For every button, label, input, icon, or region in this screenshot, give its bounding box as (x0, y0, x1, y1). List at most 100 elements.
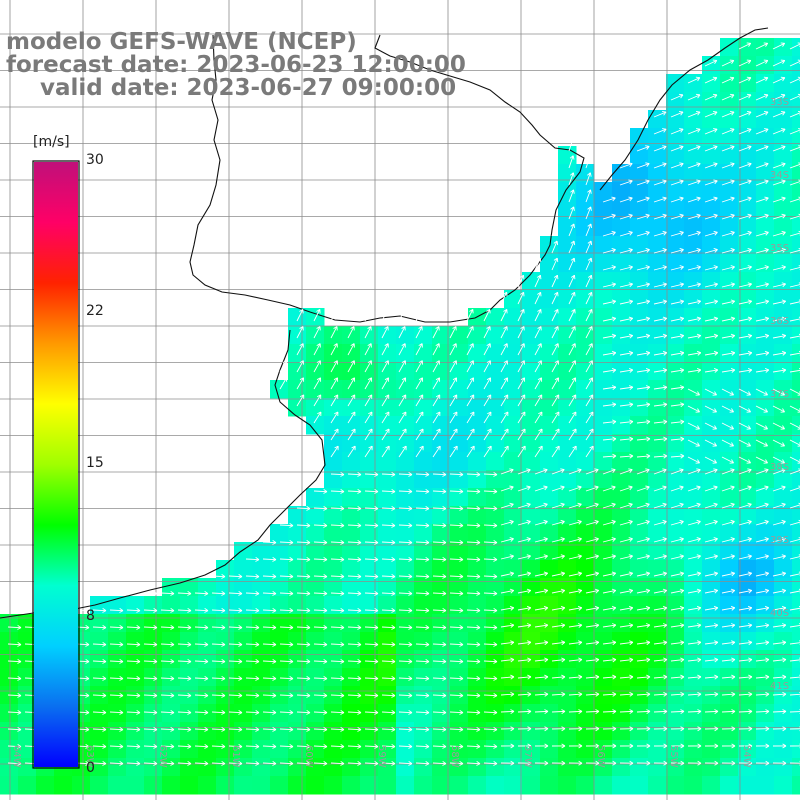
speed-cell (792, 758, 800, 777)
speed-cell (144, 668, 163, 687)
speed-cell (792, 272, 800, 291)
speed-cell (576, 722, 595, 741)
speed-cell (486, 596, 505, 615)
speed-cell (774, 758, 793, 777)
speed-cell (540, 650, 559, 669)
wind-arrow (738, 502, 752, 509)
speed-cell (738, 506, 757, 525)
speed-cell (216, 776, 235, 795)
speed-cell (360, 758, 379, 777)
wind-arrow (585, 360, 593, 373)
wind-arrow (483, 377, 492, 390)
wind-arrow (687, 519, 701, 526)
wind-arrow (551, 709, 566, 714)
wind-arrow (721, 456, 734, 464)
lon-label: 60W (303, 745, 314, 768)
wind-arrow (534, 428, 543, 441)
speed-cell (342, 704, 361, 723)
wind-arrow (568, 743, 583, 749)
wind-arrow (398, 428, 407, 441)
speed-cell (378, 560, 397, 579)
wind-arrow (398, 625, 413, 630)
speed-cell (648, 542, 667, 561)
wind-arrow (534, 743, 549, 749)
wind-arrow (585, 623, 600, 628)
speed-cell (126, 776, 145, 795)
wind-arrow (160, 761, 175, 766)
speed-cell (774, 326, 793, 345)
speed-cell (792, 614, 800, 633)
speed-cell (684, 488, 703, 507)
speed-cell (702, 200, 721, 219)
speed-cell (486, 542, 505, 561)
speed-cell (450, 506, 469, 525)
wind-arrow (619, 196, 633, 203)
speed-cell (468, 326, 487, 345)
wind-arrow (449, 659, 464, 664)
speed-cell (558, 254, 577, 273)
wind-arrow (670, 674, 685, 680)
speed-cell (252, 560, 271, 579)
speed-cell (342, 740, 361, 759)
speed-cell (414, 740, 433, 759)
wind-arrow (466, 308, 474, 322)
wind-arrow (347, 360, 355, 373)
wind-arrow (704, 282, 718, 288)
speed-cell (612, 776, 631, 795)
speed-cell (486, 632, 505, 651)
speed-cell (792, 254, 800, 273)
wind-arrow (653, 436, 668, 442)
wind-arrow (449, 540, 464, 545)
wind-arrow (415, 574, 430, 579)
wind-arrow (704, 248, 718, 254)
speed-cell (486, 308, 505, 327)
speed-cell (756, 326, 775, 345)
speed-cell (648, 614, 667, 633)
speed-cell (486, 758, 505, 777)
wind-arrow (313, 608, 328, 613)
wind-arrow (670, 265, 684, 271)
wind-arrow (619, 519, 633, 526)
speed-cell (792, 128, 800, 147)
wind-arrow (602, 640, 617, 646)
wind-arrow (364, 591, 379, 596)
wind-arrow (296, 710, 311, 715)
speed-cell (324, 362, 343, 381)
wind-arrow (721, 230, 735, 237)
speed-cell (558, 632, 577, 651)
wind-arrow (602, 571, 617, 577)
speed-cell (234, 704, 253, 723)
speed-cell (180, 596, 199, 615)
wind-arrow (789, 179, 800, 186)
wind-arrow (721, 162, 735, 169)
wind-arrow (381, 727, 396, 732)
speed-cell (756, 146, 775, 165)
wind-arrow (449, 489, 464, 494)
speed-cell (522, 650, 541, 669)
speed-cell (378, 614, 397, 633)
wind-arrow (670, 385, 685, 391)
speed-cell (684, 290, 703, 309)
speed-cell (540, 704, 559, 723)
wind-arrow (755, 59, 769, 67)
wind-arrow (92, 727, 107, 732)
speed-cell (0, 632, 19, 651)
speed-cell (738, 200, 757, 219)
wind-arrow (126, 676, 141, 681)
wind-arrow (517, 428, 526, 441)
speed-cell (648, 344, 667, 363)
speed-cell (648, 218, 667, 237)
wind-arrow (517, 411, 526, 424)
speed-cell (270, 524, 289, 543)
wind-arrow (7, 744, 22, 749)
speed-cell (126, 632, 145, 651)
speed-cell (234, 650, 253, 669)
wind-arrow (687, 422, 700, 430)
wind-arrow (500, 691, 515, 697)
wind-arrow (772, 605, 787, 611)
wind-arrow (755, 640, 770, 646)
wind-arrow (483, 676, 498, 681)
wind-arrow (619, 537, 633, 543)
speed-cell (486, 560, 505, 579)
